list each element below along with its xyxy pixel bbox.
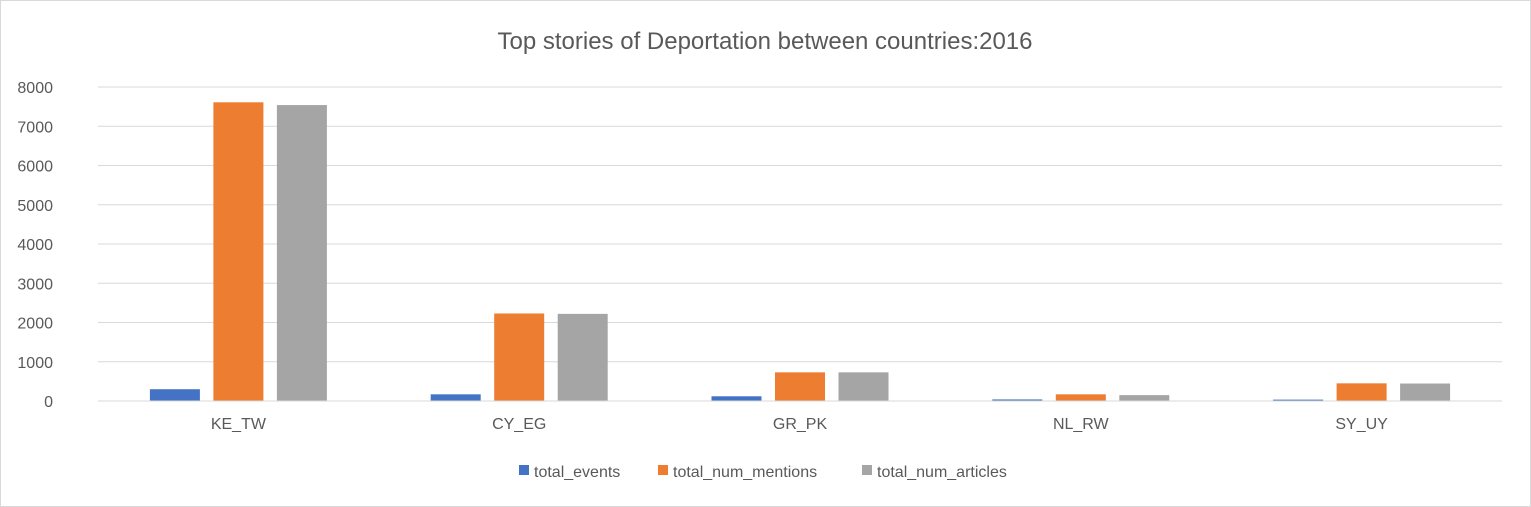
bar-total_num_mentions-CY_EG <box>494 313 545 401</box>
legend-item-total_num_articles: total_num_articles <box>862 464 1007 481</box>
y-tick-label: 8000 <box>17 80 53 97</box>
legend-swatch <box>862 465 872 475</box>
x-tick-label: NL_RW <box>1053 416 1110 433</box>
bar-total_num_mentions-SY_UY <box>1336 383 1387 401</box>
legend-swatch <box>519 465 529 475</box>
bar-total_events-NL_RW <box>992 399 1043 401</box>
bar-total_num_articles-GR_PK <box>838 372 889 401</box>
x-tick-label: KE_TW <box>211 416 267 433</box>
bar-total_num_articles-NL_RW <box>1119 395 1170 401</box>
bar-total_events-KE_TW <box>149 389 200 401</box>
legend-swatch <box>658 465 668 475</box>
x-axis: KE_TW CY_EG GR_PK NL_RW SY_UY <box>98 400 1502 433</box>
bar-total_events-SY_UY <box>1273 399 1324 401</box>
bar-total_num_articles-SY_UY <box>1400 383 1451 401</box>
x-tick-label: GR_PK <box>773 416 828 433</box>
bar-total_num_mentions-NL_RW <box>1055 394 1106 401</box>
y-tick-label: 4000 <box>17 237 53 254</box>
x-tick-label: SY_UY <box>1335 416 1388 433</box>
bar-total_num_mentions-KE_TW <box>213 102 264 402</box>
bar-total_num_mentions-GR_PK <box>775 372 825 401</box>
x-tick-label: CY_EG <box>492 416 546 433</box>
y-tick-label: 1000 <box>17 355 53 372</box>
bar-total_events-GR_PK <box>711 396 762 401</box>
y-tick-label: 6000 <box>17 159 53 176</box>
legend: total_events total_num_mentions total_num_… <box>519 464 1007 481</box>
y-tick-label: 0 <box>44 394 53 411</box>
chart-title: Top stories of Deportation between count… <box>498 28 1033 55</box>
legend-item-total_events: total_events <box>519 464 620 481</box>
y-tick-label: 5000 <box>17 198 53 215</box>
legend-label: total_num_articles <box>877 464 1007 481</box>
bar-total_num_articles-KE_TW <box>276 105 327 402</box>
bar-total_events-CY_EG <box>430 394 481 401</box>
y-tick-label: 2000 <box>17 316 53 333</box>
legend-item-total_num_mentions: total_num_mentions <box>658 464 817 481</box>
legend-label: total_num_mentions <box>673 464 817 481</box>
bar-total_num_articles-CY_EG <box>557 313 608 401</box>
legend-label: total_events <box>534 464 620 481</box>
bars <box>149 102 1451 402</box>
y-axis: 0 1000 2000 3000 4000 5000 6000 7000 8000 <box>17 80 53 411</box>
y-tick-label: 3000 <box>17 276 53 293</box>
y-tick-label: 7000 <box>17 119 53 136</box>
